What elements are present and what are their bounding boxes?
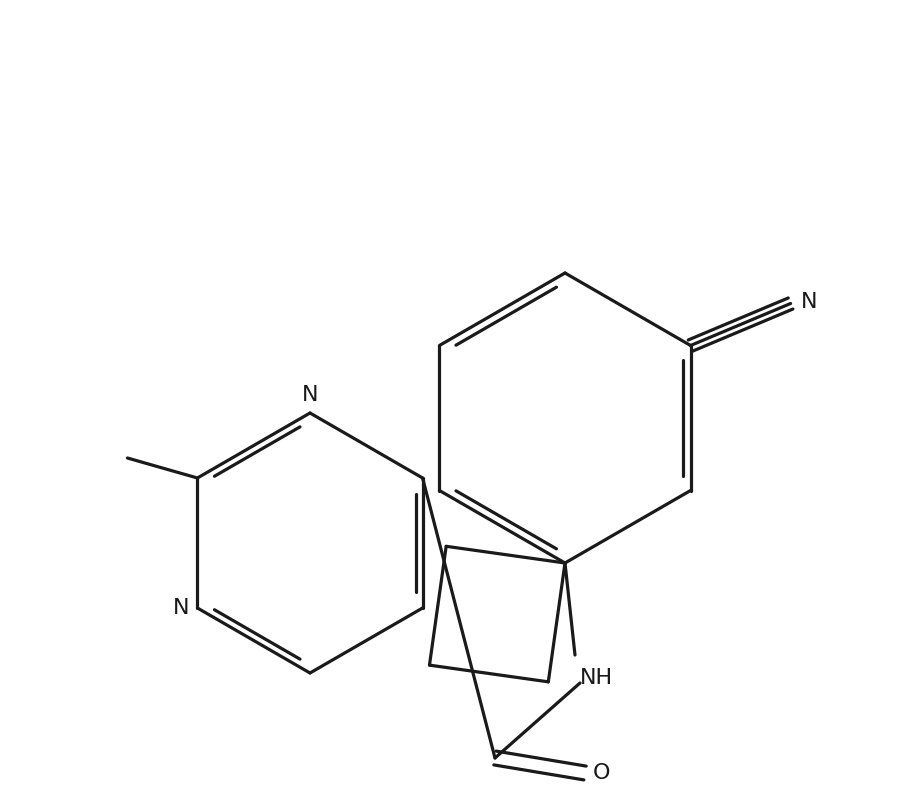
Text: NH: NH — [580, 668, 613, 688]
Text: O: O — [593, 763, 611, 783]
Text: N: N — [302, 385, 318, 405]
Text: N: N — [801, 292, 817, 311]
Text: N: N — [173, 598, 189, 618]
